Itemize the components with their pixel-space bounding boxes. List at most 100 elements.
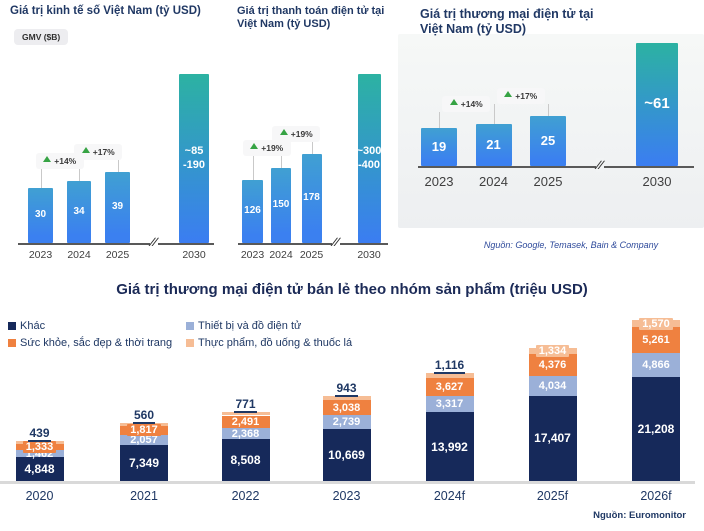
legend-swatch	[8, 339, 16, 347]
x-tick-label: 2024	[269, 249, 293, 261]
x-axis-line	[18, 243, 214, 245]
bar-digital-economy-value-2024	[67, 181, 91, 243]
segment-value-label: 4,376	[518, 358, 588, 372]
growth-label: +17%	[92, 147, 115, 157]
segment-value: 4,866	[642, 359, 670, 372]
segment-value-label: 2,739	[312, 415, 382, 429]
x-axis-line	[0, 481, 695, 484]
segment-2024f-1	[425, 396, 474, 413]
bar-value-label: 178	[303, 192, 320, 204]
bar-top-label: 1,116	[415, 356, 485, 374]
segment-value: 1,817	[127, 424, 161, 437]
segment-value-label: 4,034	[518, 379, 588, 393]
segment-2020-1	[15, 450, 64, 458]
segment-value: 21,208	[637, 422, 675, 437]
legend-item-suc-khoe: Sức khỏe, sắc đẹp & thời trang	[8, 337, 186, 349]
chart-epayment: Giá trị thanh toán điện tử tại Việt Nam …	[234, 0, 424, 266]
bar-epayment-value-2025	[301, 154, 322, 243]
gmv-unit-badge: GMV ($B)	[14, 29, 69, 45]
bar-value-label: ~300 -400	[356, 144, 382, 171]
growth-up-icon	[81, 146, 90, 153]
bar-value-label: 34	[73, 205, 85, 217]
segment-value-label: 2,491	[211, 415, 281, 429]
growth-callout: +19%	[242, 140, 291, 156]
legend-item-thiet-bi: Thiết bị và đồ điện tử	[186, 320, 352, 332]
legend-label: Khác	[20, 320, 46, 332]
segment-value-label: 3,038	[312, 401, 382, 415]
x-tick-label: 2025	[105, 249, 130, 261]
segment-2023-1	[322, 415, 371, 429]
callout-connector	[117, 160, 119, 172]
x-tick-label: 2025	[533, 174, 563, 189]
bar-top-value: 943	[335, 380, 358, 397]
segment-value-label: 13,992	[415, 440, 485, 456]
x-tick-label: 2023	[28, 249, 53, 261]
bar-ecommerce-value-2023	[421, 128, 457, 166]
segment-value: 2,491	[228, 415, 263, 428]
chart-ecommerce-value: Giá trị thương mại điện tử tại Việt Nam …	[416, 0, 704, 266]
x-axis-line	[418, 166, 694, 168]
segment-value: 7,349	[128, 455, 160, 470]
x-tick-label: 2023	[424, 174, 454, 189]
bar-value-label: 19	[431, 138, 447, 154]
segment-value-label: 3,317	[415, 397, 485, 411]
callout-connector	[493, 104, 495, 124]
x-tick-label: 2025f	[536, 489, 569, 503]
bar-value-label: 25	[540, 132, 556, 148]
source-note: Nguồn: Euromonitor	[593, 510, 686, 521]
chart-title: Giá trị kinh tế số Việt Nam (tỷ USD)	[10, 5, 201, 17]
segment-value-label: 4,848	[5, 462, 75, 478]
bar-top-label: 560	[109, 406, 179, 425]
segment-value-label: 5,261	[621, 333, 691, 347]
segment-value-label: 4,866	[621, 358, 691, 372]
chart-digital-economy: Giá trị kinh tế số Việt Nam (tỷ USD) GMV…	[0, 0, 232, 266]
segment-value: 5,261	[639, 334, 673, 347]
callout-connector	[311, 142, 313, 154]
bar-value-label: 30	[34, 209, 47, 221]
legend-swatch	[186, 322, 194, 330]
growth-up-icon	[504, 90, 513, 97]
x-tick-label: 2023	[332, 489, 361, 503]
segment-2022-1	[221, 427, 270, 440]
legend-label: Thực phẩm, đồ uống & thuốc lá	[198, 337, 353, 349]
segment-2024f-0	[425, 412, 474, 481]
bar-ecommerce-value-2024	[475, 124, 512, 166]
growth-label: +19%	[290, 129, 313, 139]
segment-2022-3	[221, 411, 270, 416]
segment-value: 13,992	[431, 439, 468, 454]
legend-item-thuc-pham: Thực phẩm, đồ uống & thuốc lá	[186, 337, 352, 349]
x-axis-line	[238, 243, 388, 245]
x-tick-label: 2030	[182, 249, 206, 261]
segment-2026f-1	[632, 353, 680, 378]
chart-ecommerce-retail-by-category: Giá trị thương mại điện tử bán lẻ theo n…	[0, 270, 704, 531]
segment-value-label: 1,570	[621, 317, 691, 331]
segment-value-label: 1,334	[518, 344, 588, 358]
callout-connector	[40, 169, 42, 188]
bar-value-label: 126	[244, 205, 261, 217]
segment-value: 1,334	[535, 345, 570, 358]
bar-digital-economy-value-2030	[179, 74, 209, 243]
segment-value: 17,407	[534, 431, 571, 446]
segment-value-label: 1,333	[5, 440, 75, 454]
bar-top-value: 1,116	[433, 357, 466, 374]
segment-value: 1,333	[22, 440, 57, 453]
segment-value: 4,376	[535, 359, 570, 372]
segment-2021-0	[120, 444, 168, 481]
segment-value: 8,508	[230, 453, 261, 468]
x-tick-label: 2023	[240, 249, 265, 261]
growth-label: +14%	[54, 156, 77, 166]
segment-value-label: 8,508	[211, 453, 281, 469]
bar-digital-economy-value-2023	[28, 188, 53, 243]
segment-value-label: 10,669	[312, 448, 382, 464]
segment-value: 4,034	[538, 379, 567, 392]
growth-up-icon	[43, 155, 52, 162]
x-tick-label: 2026f	[640, 489, 672, 503]
bar-epayment-value-2030	[357, 74, 381, 243]
chart-title: Giá trị thương mại điện tử tại Việt Nam …	[420, 7, 594, 36]
growth-label: +17%	[515, 91, 538, 101]
segment-value: 3,627	[432, 381, 467, 394]
segment-2020-0	[15, 457, 64, 481]
bar-epayment-value-2023	[242, 180, 263, 243]
segment-2024f-3	[425, 372, 474, 379]
